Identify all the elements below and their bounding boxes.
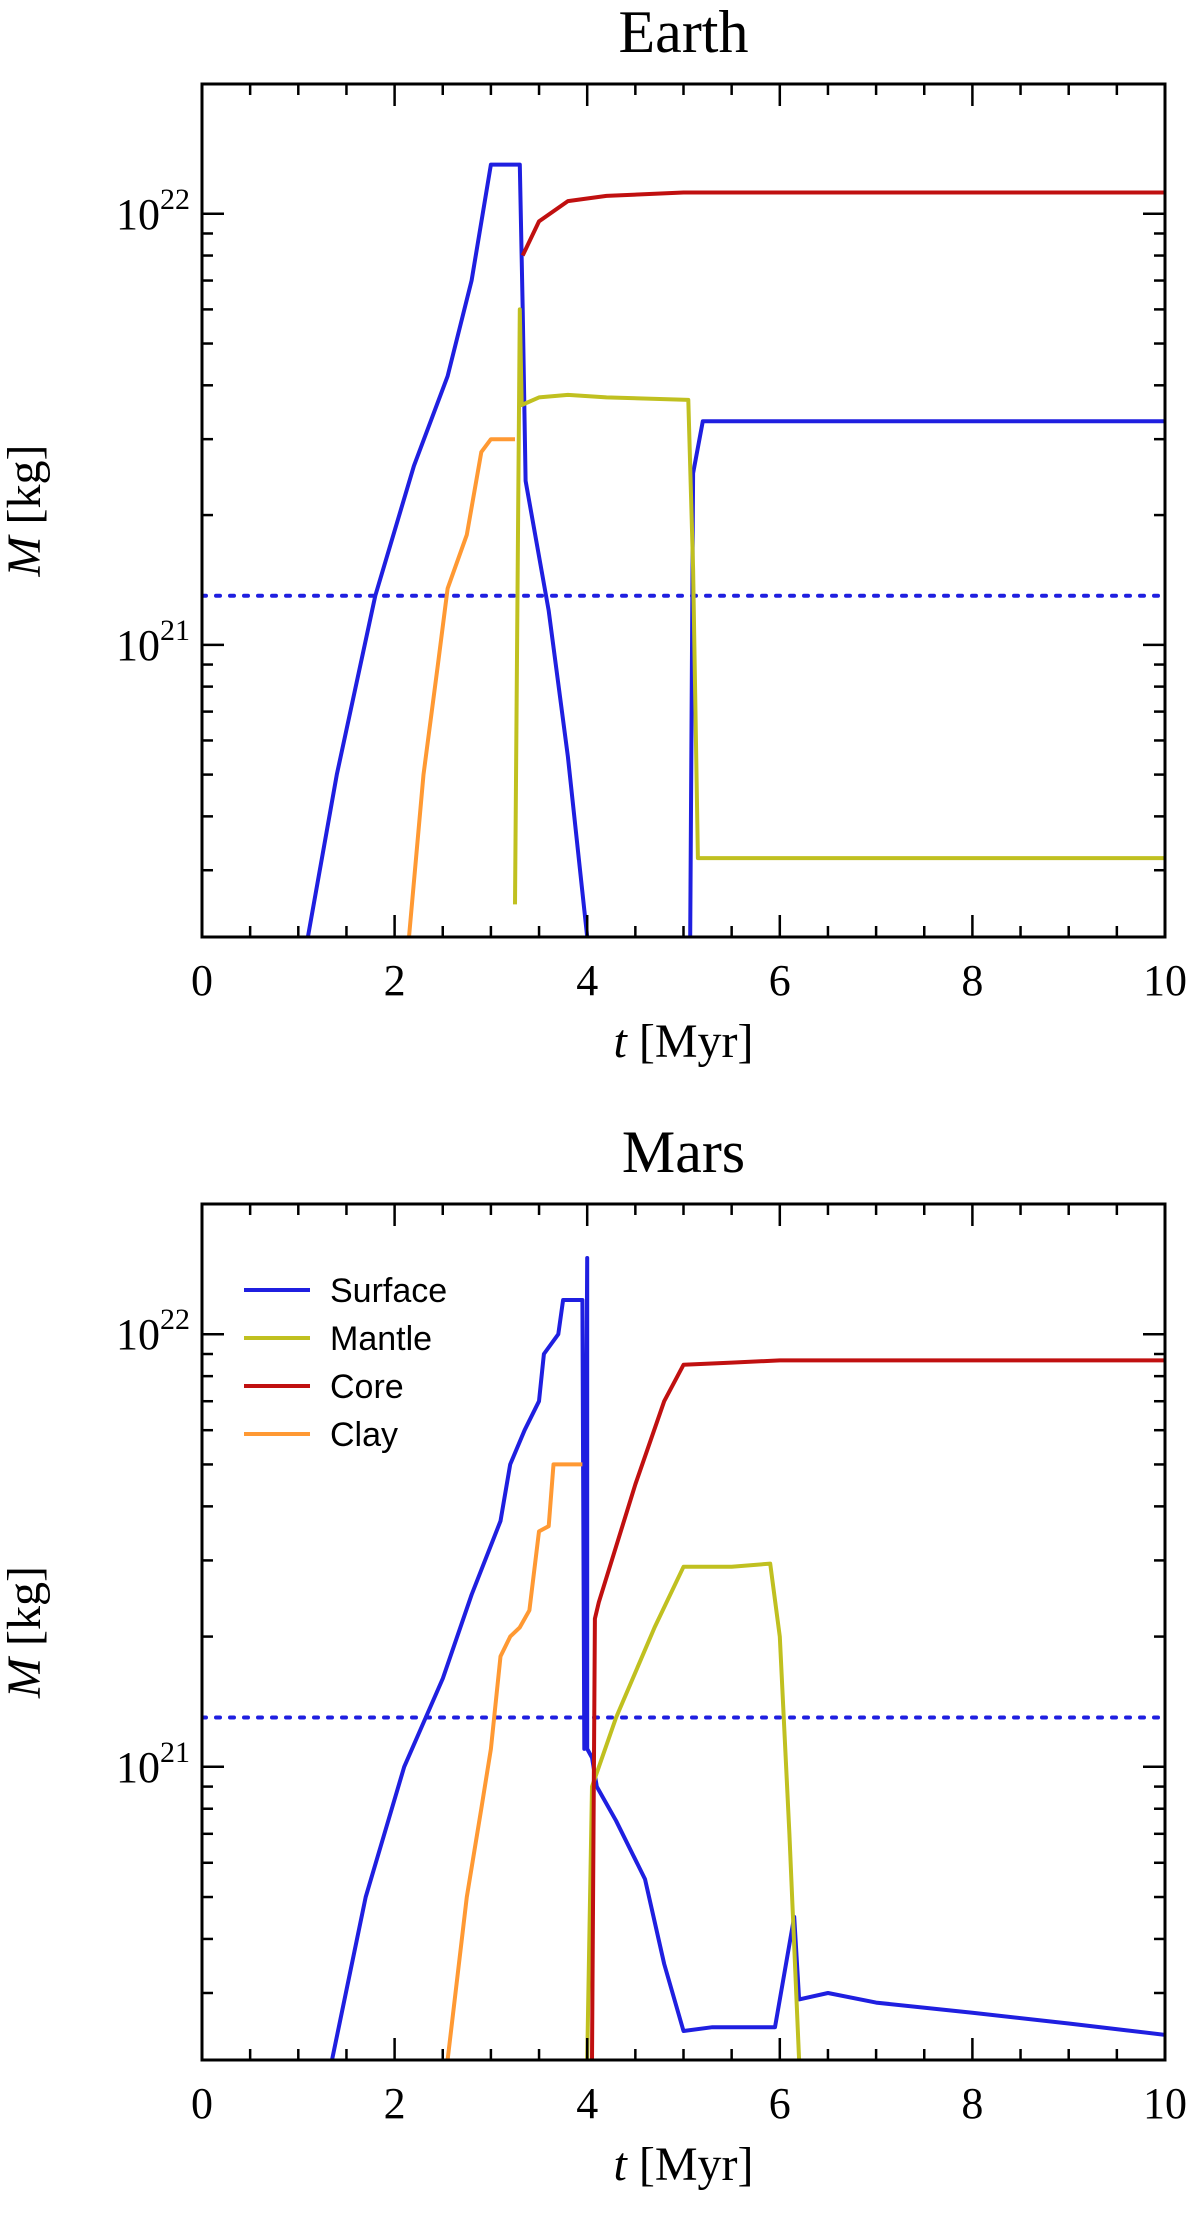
earth-x-tick-label: 8: [961, 956, 983, 1005]
mars-x-ticks: [200, 1204, 1167, 2060]
mars-x-tick-label: 0: [191, 2079, 213, 2128]
earth-y-tick-label: 1022: [116, 183, 190, 239]
mars-legend-label-core: Core: [330, 1368, 404, 1406]
earth-y-tick-label: 1021: [116, 614, 190, 670]
earth-y-axis-label: M [kg]: [0, 445, 51, 578]
mars-panel: Mars 0 2 4 6 8 10 1021 1022 t [Myr] M [kg] Surface M…: [0, 1119, 1187, 2191]
earth-x-tick-label: 2: [384, 956, 406, 1005]
earth-series-surface-line: [305, 162, 590, 937]
mars-x-tick-label: 8: [961, 2079, 983, 2128]
earth-axes-frame: [200, 82, 1167, 939]
mars-plot-area: [202, 1256, 1165, 2060]
mars-series-clay-line: [445, 1462, 583, 2060]
mars-legend-label-surface: Surface: [330, 1272, 447, 1310]
mars-x-tick-label: 2: [384, 2079, 406, 2128]
mars-x-tick-label: 6: [769, 2079, 791, 2128]
mars-x-tick-label: 4: [576, 2079, 598, 2128]
mars-y-tick-label: 1022: [116, 1303, 190, 1359]
earth-series-mantle-line: [513, 307, 1165, 905]
earth-series-core-line: [520, 190, 1165, 257]
earth-y-ticks: [202, 82, 1165, 872]
earth-plot-area: [202, 162, 1165, 937]
earth-x-tick-label: 4: [576, 956, 598, 1005]
mars-x-axis-label: t [Myr]: [614, 2138, 754, 2191]
mars-y-axis-label: M [kg]: [0, 1566, 51, 1699]
mars-y-ticks: [202, 1202, 1165, 1995]
earth-x-tick-label: 10: [1143, 956, 1187, 1005]
mars-series-core-line: [590, 1358, 1165, 2060]
mars-legend-label-mantle: Mantle: [330, 1320, 432, 1358]
earth-panel: Earth 0 2 4 6 8 10 1021 1022 t [Myr] M [kg]: [0, 0, 1187, 1068]
mars-y-tick-label: 1021: [116, 1736, 190, 1792]
mars-x-tick-label: 10: [1143, 2079, 1187, 2128]
mars-series-mantle-line: [585, 1561, 802, 2060]
earth-x-tick-label: 0: [191, 956, 213, 1005]
earth-title: Earth: [619, 0, 749, 65]
mars-legend: Surface Mantle Core Clay: [244, 1272, 447, 1454]
earth-series-surface-line: [688, 419, 1165, 937]
earth-x-ticks: [200, 84, 1167, 937]
earth-x-axis-label: t [Myr]: [614, 1015, 754, 1068]
earth-x-tick-label: 6: [769, 956, 791, 1005]
mars-title: Mars: [622, 1119, 745, 1185]
mars-legend-label-clay: Clay: [330, 1416, 398, 1454]
earth-series-clay-line: [407, 437, 515, 937]
mars-series-surface-line: [330, 1256, 1165, 2060]
